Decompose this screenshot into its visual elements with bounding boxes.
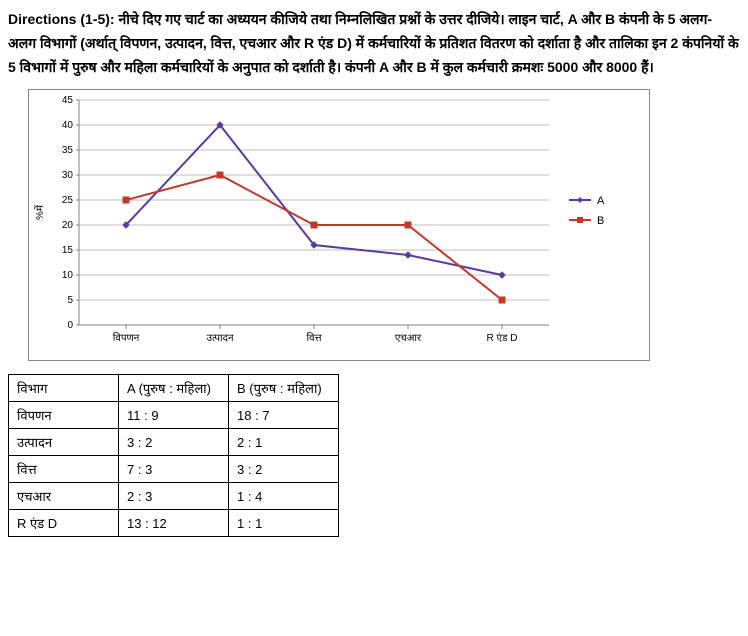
table-cell: 2 : 3 bbox=[119, 483, 229, 510]
line-chart: 0 5 10 15 20 25 30 35 40 45 विपणन उत्पादन वित्त एचआर R… bbox=[28, 89, 650, 361]
svg-text:A: A bbox=[597, 195, 605, 207]
table-row: R एंड D13 : 121 : 1 bbox=[9, 510, 339, 537]
table-header: A (पुरुष : महिला) bbox=[119, 375, 229, 402]
svg-text:5: 5 bbox=[67, 295, 73, 306]
table-cell: R एंड D bbox=[9, 510, 119, 537]
svg-text:R एंड D: R एंड D bbox=[487, 332, 518, 344]
svg-text:45: 45 bbox=[62, 95, 74, 106]
table-cell: 13 : 12 bbox=[119, 510, 229, 537]
table-cell: 1 : 4 bbox=[229, 483, 339, 510]
table-row: एचआर2 : 31 : 4 bbox=[9, 483, 339, 510]
table-cell: 11 : 9 bbox=[119, 402, 229, 429]
svg-text:20: 20 bbox=[62, 220, 74, 231]
table-cell: 7 : 3 bbox=[119, 456, 229, 483]
svg-text:विपणन: विपणन bbox=[113, 332, 140, 344]
svg-text:30: 30 bbox=[62, 170, 74, 181]
table-row: विपणन11 : 918 : 7 bbox=[9, 402, 339, 429]
table-header: B (पुरुष : महिला) bbox=[229, 375, 339, 402]
table-cell: एचआर bbox=[9, 483, 119, 510]
table-header: विभाग bbox=[9, 375, 119, 402]
svg-text:10: 10 bbox=[62, 270, 74, 281]
svg-text:B: B bbox=[597, 215, 604, 227]
table-cell: 2 : 1 bbox=[229, 429, 339, 456]
svg-text:15: 15 bbox=[62, 245, 74, 256]
svg-text:25: 25 bbox=[62, 195, 74, 206]
svg-text:40: 40 bbox=[62, 120, 74, 131]
svg-text:35: 35 bbox=[62, 145, 74, 156]
table-cell: 3 : 2 bbox=[229, 456, 339, 483]
svg-text:0: 0 bbox=[67, 320, 73, 331]
table-cell: 1 : 1 bbox=[229, 510, 339, 537]
chart-svg: 0 5 10 15 20 25 30 35 40 45 विपणन उत्पादन वित्त एचआर R… bbox=[29, 90, 649, 360]
svg-text:एचआर: एचआर bbox=[395, 333, 422, 344]
svg-text:%में: %में bbox=[34, 204, 46, 220]
table-cell: 3 : 2 bbox=[119, 429, 229, 456]
table-cell: विपणन bbox=[9, 402, 119, 429]
table-cell: 18 : 7 bbox=[229, 402, 339, 429]
directions-text: Directions (1-5): नीचे दिए गए चार्ट का अ… bbox=[8, 8, 740, 79]
table-row: उत्पादन3 : 22 : 1 bbox=[9, 429, 339, 456]
table-cell: वित्त bbox=[9, 456, 119, 483]
ratio-table: विभागA (पुरुष : महिला)B (पुरुष : महिला) … bbox=[8, 374, 339, 537]
table-cell: उत्पादन bbox=[9, 429, 119, 456]
svg-text:वित्त: वित्त bbox=[306, 332, 322, 344]
svg-text:उत्पादन: उत्पादन bbox=[206, 333, 233, 344]
table-row: वित्त7 : 33 : 2 bbox=[9, 456, 339, 483]
